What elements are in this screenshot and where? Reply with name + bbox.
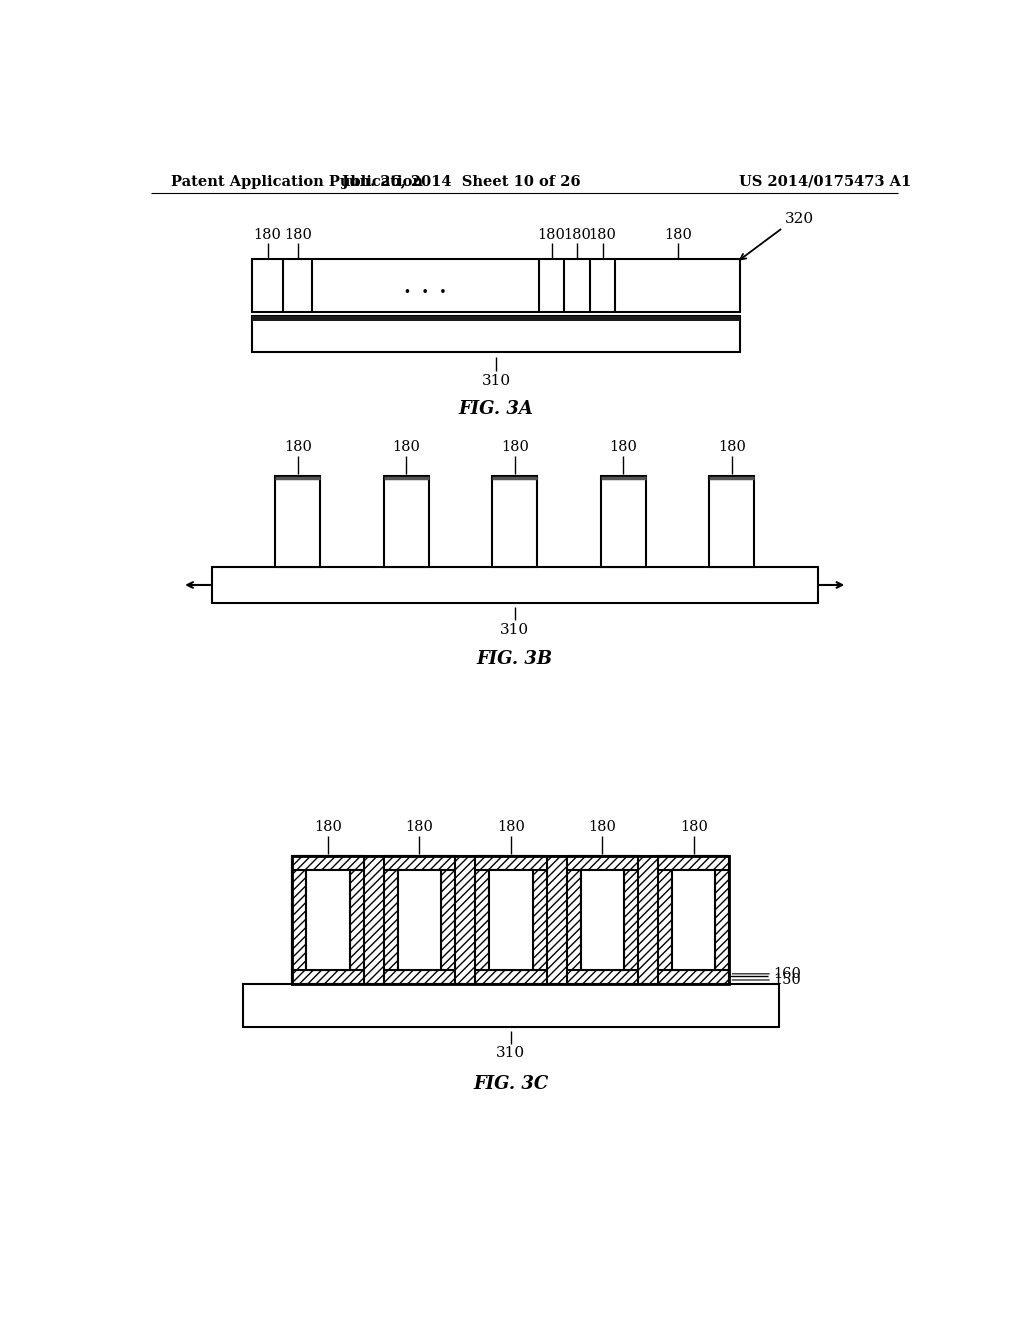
Text: 320: 320 [785,213,814,226]
Bar [493,475,538,566]
Text: 310: 310 [481,374,511,388]
Text: 180: 180 [589,227,616,242]
Bar [672,870,716,970]
Bar [306,870,349,970]
Bar [275,475,321,566]
Text: 310: 310 [497,1047,525,1060]
Bar [384,475,429,566]
Text: 180: 180 [497,821,524,834]
Bar [601,475,646,566]
Bar [252,317,740,321]
Text: 180: 180 [284,440,311,454]
Bar [212,566,818,603]
Text: 180: 180 [680,821,708,834]
Bar [252,317,740,352]
Text: FIG. 3A: FIG. 3A [459,400,534,418]
Text: US 2014/0175473 A1: US 2014/0175473 A1 [739,174,911,189]
Text: 180: 180 [284,227,311,242]
Text: 160: 160 [773,966,802,981]
Bar [243,983,779,1027]
Bar [292,857,729,983]
Text: 180: 180 [406,821,433,834]
Text: 180: 180 [563,227,591,242]
Text: 150: 150 [773,973,802,987]
Bar [581,870,624,970]
Text: FIG. 3C: FIG. 3C [473,1074,549,1093]
Text: 180: 180 [664,227,692,242]
Bar [252,259,740,313]
Text: . . .: . . . [403,272,447,298]
Text: 180: 180 [314,821,342,834]
Text: 310: 310 [500,623,529,636]
Text: 180: 180 [718,440,745,454]
Text: 180: 180 [609,440,637,454]
Bar [397,870,441,970]
Text: FIG. 3B: FIG. 3B [476,649,553,668]
Text: Jun. 26, 2014  Sheet 10 of 26: Jun. 26, 2014 Sheet 10 of 26 [342,174,581,189]
Bar [489,870,532,970]
Text: 180: 180 [538,227,565,242]
Text: Patent Application Publication: Patent Application Publication [171,174,423,189]
Bar [710,475,755,566]
Text: 180: 180 [254,227,282,242]
Bar [292,857,729,983]
Text: 180: 180 [589,821,616,834]
Text: 180: 180 [501,440,528,454]
Text: 180: 180 [392,440,420,454]
